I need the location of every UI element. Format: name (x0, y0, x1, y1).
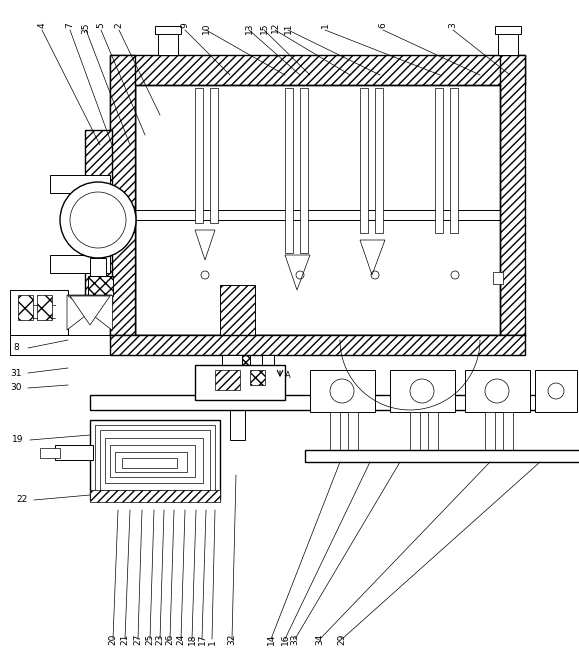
Bar (90, 395, 555, 410)
Bar (450, 88, 458, 233)
Bar (500, 55, 525, 335)
Bar (110, 445, 195, 477)
Bar (498, 32, 518, 55)
Text: 21: 21 (120, 633, 130, 645)
Bar (225, 350, 250, 385)
Bar (105, 438, 203, 483)
Text: 25: 25 (145, 633, 155, 645)
Text: 26: 26 (166, 633, 174, 645)
Bar (493, 272, 503, 284)
Text: 22: 22 (16, 495, 28, 505)
Bar (215, 370, 240, 390)
Polygon shape (67, 295, 112, 330)
Text: 15: 15 (259, 22, 269, 34)
Text: 16: 16 (280, 633, 290, 645)
Bar (90, 258, 106, 276)
Text: 23: 23 (156, 633, 164, 645)
Bar (55, 445, 93, 460)
Bar (195, 365, 285, 400)
Text: 9: 9 (181, 22, 189, 28)
Polygon shape (285, 255, 310, 290)
Bar (110, 335, 525, 355)
Bar (50, 255, 110, 273)
Bar (155, 26, 181, 34)
Bar (210, 88, 218, 223)
Text: 13: 13 (244, 22, 254, 34)
Text: 27: 27 (134, 633, 142, 645)
Text: 24: 24 (177, 634, 185, 645)
Bar (495, 26, 521, 34)
Bar (262, 355, 274, 397)
Bar (110, 55, 135, 335)
Bar (222, 355, 242, 397)
Text: 1: 1 (321, 22, 329, 28)
Text: 2: 2 (115, 22, 123, 28)
Polygon shape (67, 295, 112, 330)
Bar (535, 370, 577, 412)
Text: 3: 3 (449, 22, 457, 28)
Text: 14: 14 (266, 633, 276, 645)
Text: 6: 6 (379, 22, 387, 28)
Text: 11: 11 (284, 22, 292, 34)
Bar (50, 175, 110, 193)
Text: 35: 35 (82, 22, 90, 34)
Text: 1: 1 (207, 639, 217, 645)
Bar (18, 295, 33, 320)
Bar (110, 85, 135, 335)
Polygon shape (195, 230, 215, 260)
Bar (100, 430, 210, 490)
Bar (250, 370, 265, 385)
Bar (88, 276, 113, 296)
Text: 17: 17 (197, 633, 207, 645)
Bar (428, 412, 438, 452)
Text: 31: 31 (10, 369, 22, 378)
Bar (195, 88, 203, 223)
Text: 8: 8 (13, 344, 19, 353)
Bar (122, 458, 177, 468)
Bar (300, 88, 308, 253)
Polygon shape (360, 240, 385, 275)
Bar (310, 370, 375, 412)
Text: 4: 4 (38, 22, 46, 28)
Text: 12: 12 (270, 22, 280, 34)
Bar (230, 385, 245, 440)
Bar (220, 285, 255, 350)
Bar (90, 490, 220, 502)
Polygon shape (70, 296, 110, 325)
Bar (10, 290, 68, 335)
Text: 30: 30 (10, 384, 22, 392)
Text: 32: 32 (228, 633, 236, 645)
Bar (90, 420, 220, 500)
Text: 34: 34 (316, 633, 324, 645)
Text: 29: 29 (338, 633, 346, 645)
Bar (435, 88, 443, 233)
Text: 7: 7 (65, 22, 75, 28)
Bar (115, 452, 187, 472)
Bar (348, 412, 358, 452)
Text: 19: 19 (12, 436, 24, 445)
Bar (375, 88, 383, 233)
Bar (110, 55, 525, 85)
Bar (85, 130, 112, 305)
Text: 33: 33 (291, 633, 299, 645)
Bar (40, 448, 60, 458)
Bar (410, 412, 420, 452)
Bar (360, 88, 368, 233)
Circle shape (60, 182, 136, 258)
Bar (95, 425, 215, 495)
Bar (37, 295, 52, 320)
Bar (305, 450, 579, 462)
Bar (503, 412, 513, 452)
Bar (285, 88, 293, 253)
Text: 10: 10 (201, 22, 211, 34)
Text: A: A (285, 371, 291, 380)
Bar (485, 412, 495, 452)
Text: 20: 20 (108, 633, 118, 645)
Bar (390, 370, 455, 412)
Text: 18: 18 (188, 633, 196, 645)
Text: 5: 5 (97, 22, 105, 28)
Bar (465, 370, 530, 412)
Bar (158, 32, 178, 55)
Bar (330, 412, 340, 452)
